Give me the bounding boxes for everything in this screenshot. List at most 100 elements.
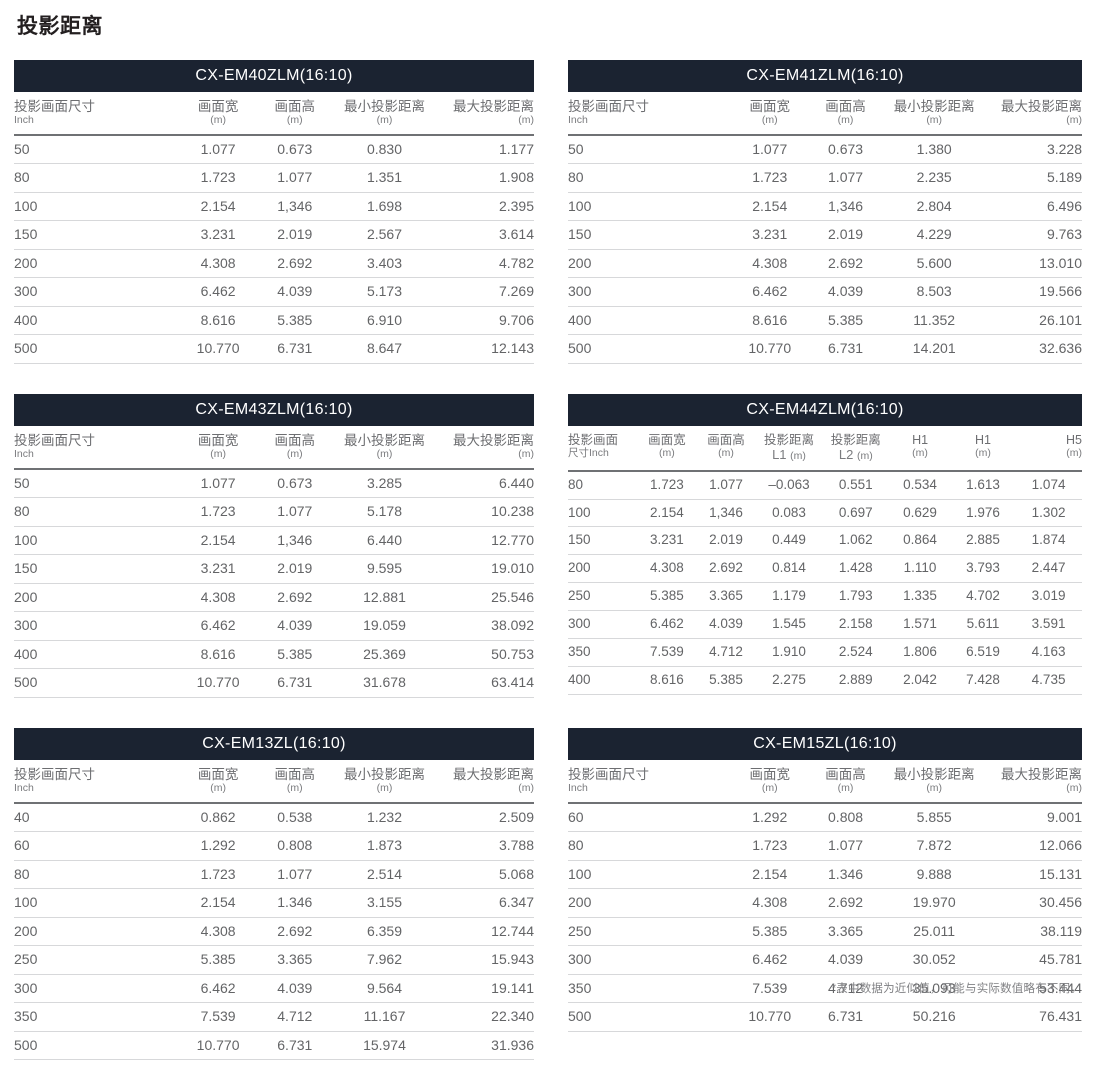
table-cell: 12.143 — [437, 334, 534, 364]
table-cell: 12.770 — [437, 526, 534, 556]
table-cell: 2.692 — [809, 888, 882, 918]
table-cell: 7.539 — [177, 1002, 259, 1032]
column-header-screen-width: 画面宽 (m) — [729, 759, 810, 804]
table-cell: 1.062 — [822, 526, 890, 556]
table-cell: 1.723 — [729, 163, 810, 193]
table-cell: 10.770 — [177, 1031, 259, 1061]
table-row: 80 1.723 1.077 2.235 5.189 — [568, 163, 1082, 193]
table-cell-cx-em43zlm: CX-EM43ZLM(16:10) 投影画面尺寸 Inch 画面宽 (m) 画面高 (m) 最… — [0, 393, 548, 728]
distance-table-cx-em15zl: 投影画面尺寸 Inch 画面宽 (m) 画面高 (m) 最小投影距离 (m) 最大投影距离 (m)… — [568, 759, 1082, 1032]
table-cell: 350 — [568, 974, 730, 1004]
table-row: 40 0.862 0.538 1.232 2.509 — [14, 802, 534, 833]
table-cell: 0.673 — [258, 468, 332, 499]
table-cell: 1.793 — [822, 582, 890, 612]
table-cell: 300 — [568, 277, 730, 307]
table-cell: 1.723 — [177, 163, 259, 193]
table-cell: 2.019 — [258, 220, 332, 250]
table-cell: 40 — [14, 802, 178, 833]
table-cell: 25.369 — [331, 640, 438, 670]
table-cell: 5.385 — [809, 306, 882, 336]
table-cell: 60 — [14, 831, 178, 861]
distance-table-cx-em43zlm: 投影画面尺寸 Inch 画面宽 (m) 画面高 (m) 最小投影距离 (m) 最大投影距离 (m)… — [14, 426, 534, 698]
table-cell: 8.616 — [729, 306, 810, 336]
table-cell: 1.571 — [889, 610, 951, 639]
table-cell: 1.110 — [889, 554, 951, 584]
table-cell: 0.864 — [889, 526, 951, 556]
table-cell: 19.141 — [437, 974, 534, 1004]
table-cell: 2.889 — [822, 666, 890, 695]
table-row: 100 2.154 1.346 3.155 6.347 — [14, 888, 534, 918]
table-cell: 5.385 — [177, 945, 259, 975]
table-cell: 2.885 — [950, 526, 1016, 556]
table-cell: 2.235 — [881, 163, 987, 193]
table-cell: 100 — [568, 860, 730, 890]
table-cell: 500 — [14, 334, 178, 364]
table-cell: 300 — [568, 945, 730, 975]
table-cell: 1.908 — [437, 163, 534, 193]
table-cell: 9.888 — [881, 860, 987, 890]
table-cell: 25.546 — [437, 583, 534, 613]
table-cell: 0.814 — [755, 554, 823, 584]
table-cell: 200 — [568, 249, 730, 279]
table-cell: 2.154 — [177, 192, 259, 222]
projection-distance-page: 投影距离 CX-EM40ZLM(16:10) 投影画面尺寸 Inch 画面宽 (m) 画面… — [0, 15, 1096, 1061]
table-header-row: 投影画面 尺寸Inch 画面宽 (m) 画面高 (m) 投影距离 L1 (m) 投影距离 L2 (… — [568, 426, 1082, 472]
table-row: 250 5.385 3.365 7.962 15.943 — [14, 945, 534, 975]
column-header-distance-l2: 投影距离 L2 (m) — [822, 426, 890, 472]
column-header-screen-width: 画面宽 (m) — [637, 426, 697, 472]
table-block-cx-em41zlm: CX-EM41ZLM(16:10) 投影画面尺寸 Inch 画面宽 (m) 画面高 (m) 最… — [568, 60, 1082, 364]
table-row: 200 4.308 2.692 12.881 25.546 — [14, 583, 534, 613]
table-cell: 100 — [568, 192, 730, 222]
table-cell: 19.566 — [986, 277, 1082, 307]
table-cell: 12.066 — [986, 831, 1082, 861]
table-cell: 1.077 — [258, 860, 332, 890]
table-row: 100 2.154 1,346 1.698 2.395 — [14, 192, 534, 222]
table-cell: 0.534 — [889, 470, 951, 500]
table-row: 80 1.723 1.077 5.178 10.238 — [14, 497, 534, 527]
table-cell: 50.216 — [881, 1002, 987, 1032]
table-cell: 1.874 — [1015, 526, 1082, 556]
table-cell: 1.976 — [950, 499, 1016, 528]
table-cell: 35.093 — [881, 974, 987, 1004]
table-cell: 300 — [568, 610, 638, 639]
table-cell: 45.781 — [986, 945, 1082, 975]
table-cell-cx-em44zlm: CX-EM44ZLM(16:10) 投影画面 尺寸Inch 画面宽 (m) 画面高 (m) 投… — [548, 393, 1096, 728]
table-cell: 400 — [14, 306, 178, 336]
table-cell: 5.385 — [729, 917, 810, 947]
column-header-screen-height: 画面高 (m) — [258, 759, 332, 804]
table-cell: 10.238 — [437, 497, 534, 527]
table-cell: 12.881 — [331, 583, 438, 613]
column-header-h1-a: H1 (m) — [889, 426, 951, 472]
table-cell: 300 — [14, 277, 178, 307]
page-title: 投影距离 — [17, 15, 103, 38]
table-cell: 3.228 — [986, 134, 1082, 165]
table-cell: 2.154 — [637, 499, 697, 528]
table-cell: 50 — [14, 468, 178, 499]
column-header-h1-b: H1 (m) — [950, 426, 1016, 472]
table-cell: 300 — [14, 611, 178, 641]
table-cell: 0.830 — [331, 134, 438, 165]
table-cell: 9.595 — [331, 554, 438, 584]
table-cell: 150 — [14, 220, 178, 250]
table-cell: 200 — [14, 249, 178, 279]
table-cell: 200 — [568, 554, 638, 584]
table-row: 400 8.616 5.385 11.352 26.101 — [568, 306, 1082, 336]
table-cell: 500 — [568, 334, 730, 364]
table-cell: 1,346 — [809, 192, 882, 222]
column-header-screen-height: 画面高 (m) — [258, 426, 332, 470]
distance-table-cx-em13zl: 投影画面尺寸 Inch 画面宽 (m) 画面高 (m) 最小投影距离 (m) 最大投影距离 (m)… — [14, 759, 534, 1061]
table-cell: 6.359 — [331, 917, 438, 947]
table-cell: 4.702 — [950, 582, 1016, 612]
table-cell: 26.101 — [986, 306, 1082, 336]
table-cell: 200 — [14, 583, 178, 613]
distance-table-cx-em41zlm: 投影画面尺寸 Inch 画面宽 (m) 画面高 (m) 最小投影距离 (m) 最大投影距离 (m)… — [568, 92, 1082, 364]
table-cell: 150 — [568, 220, 730, 250]
table-cell: 1.077 — [177, 468, 259, 499]
table-cell: 6.731 — [258, 668, 332, 698]
table-row: 200 4.308 2.692 19.970 30.456 — [568, 888, 1082, 918]
table-cell: 6.462 — [729, 945, 810, 975]
table-cell: 0.538 — [258, 802, 332, 833]
footnote: *表中数据为近似值，可能与实际数值略有不同。 — [831, 983, 1082, 995]
